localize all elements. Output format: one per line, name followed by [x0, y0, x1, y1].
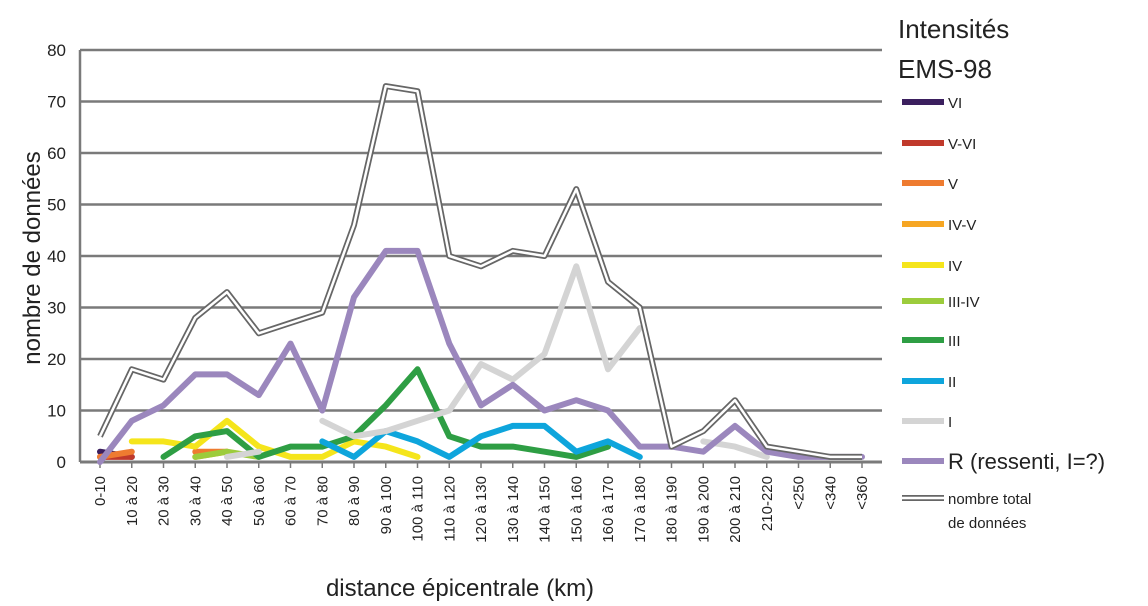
legend-label-iii: III	[948, 333, 961, 350]
x-tick-label: 180 à 190	[664, 476, 681, 543]
series-lines	[97, 83, 865, 465]
grid-lines	[78, 48, 882, 464]
x-tick-label: 80 à 90	[346, 476, 363, 526]
x-tick-label: 150 à 160	[568, 476, 585, 543]
legend-label-iii-iv: III-IV	[948, 294, 980, 311]
x-tick-label: <250	[791, 476, 808, 510]
x-tick-label: <340	[822, 476, 839, 510]
x-tick-label: 200 à 210	[727, 476, 744, 543]
legend: Intensités EMS-98 VIV-VIVIV-VIVIII-IVIII…	[898, 14, 1105, 532]
y-tick-label: 20	[47, 350, 66, 369]
x-tick-label: 160 à 170	[600, 476, 617, 543]
x-tick-label: 120 à 130	[473, 476, 490, 543]
series-line-i	[319, 263, 643, 440]
series-line-i	[224, 448, 262, 460]
y-tick-label: 10	[47, 402, 66, 421]
x-tick-label: 0-10	[92, 476, 109, 506]
x-axis-ticks: 0-10 10 à 20 20 à 30 30 à 40 40 à 50 50 à 60 6…	[92, 462, 871, 543]
y-axis-label: nombre de données	[19, 151, 46, 365]
y-axis-ticks: 0 10 20 30 40 50 60 70 80	[47, 41, 66, 472]
y-tick-label: 70	[47, 93, 66, 112]
x-tick-label: 40 à 50	[219, 476, 236, 526]
x-tick-label: 110 à 120	[441, 476, 458, 542]
x-tick-label: 70 à 80	[314, 476, 331, 526]
legend-label-iv-v: IV-V	[948, 217, 976, 234]
x-tick-label: 210-220	[759, 476, 776, 531]
y-tick-label: 50	[47, 196, 66, 215]
legend-label-r-ressenti-i: R (ressenti, I=?)	[948, 449, 1105, 474]
legend-label-v: V	[948, 176, 958, 193]
y-tick-label: 60	[47, 144, 66, 163]
legend-label-vi: VI	[948, 95, 962, 112]
legend-label-nombre-total-de-donn-es: de données	[948, 515, 1026, 532]
x-tick-label: 130 à 140	[505, 476, 522, 543]
x-tick-label: 50 à 60	[251, 476, 268, 526]
series-line-nombre-total-de-donn-es-inner	[98, 84, 862, 459]
x-tick-label: 140 à 150	[537, 476, 554, 543]
x-tick-label: 60 à 70	[283, 476, 300, 526]
legend-label-iv: IV	[948, 258, 962, 275]
legend-label-nombre-total-de-donn-es: nombre total	[948, 491, 1031, 508]
legend-label-i: I	[948, 414, 952, 431]
series-line-r-ressenti-i	[97, 247, 865, 465]
y-tick-label: 40	[47, 247, 66, 266]
x-tick-label: <360	[854, 476, 871, 510]
x-tick-label: 20 à 30	[156, 476, 173, 526]
x-tick-label: 90 à 100	[378, 476, 395, 534]
x-tick-label: 170 à 180	[632, 476, 649, 543]
series-line-iii	[160, 366, 611, 460]
x-tick-label: 10 à 20	[124, 476, 141, 526]
legend-title-line-2: EMS-98	[898, 54, 992, 84]
x-axis-label: distance épicentrale (km)	[326, 575, 594, 602]
series-line-ii	[319, 422, 643, 460]
x-tick-label: 100 à 110	[410, 476, 427, 542]
legend-label-ii: II	[948, 374, 956, 391]
legend-title-line-1: Intensités	[898, 14, 1009, 44]
legend-label-v-vi: V-VI	[948, 136, 976, 153]
y-tick-label: 80	[47, 41, 66, 60]
y-tick-label: 30	[47, 299, 66, 318]
x-tick-label: 30 à 40	[187, 476, 204, 526]
y-tick-label: 0	[57, 453, 66, 472]
x-tick-label: 190 à 200	[695, 476, 712, 543]
